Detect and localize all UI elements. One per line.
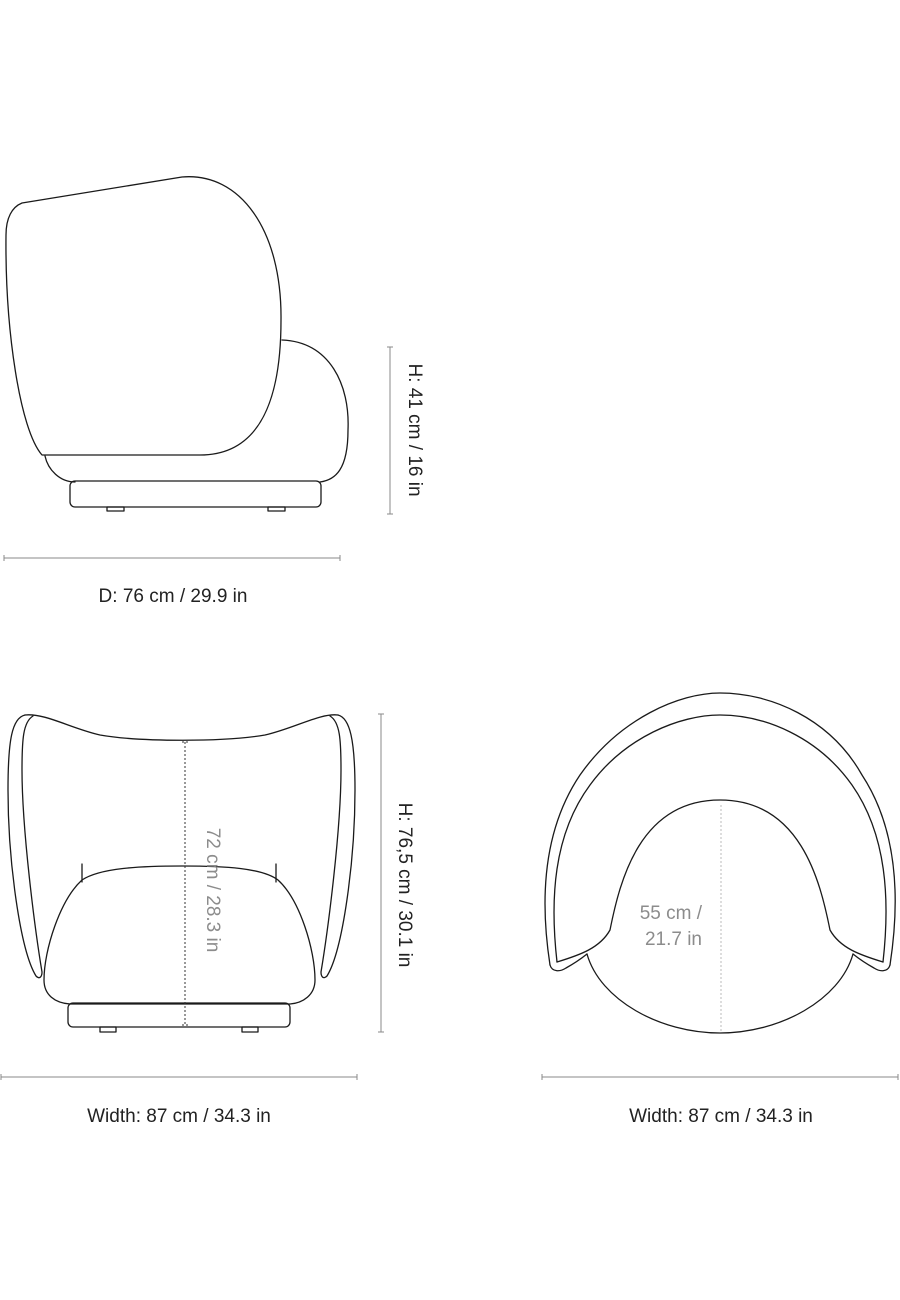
front-width-label: Width: 87 cm / 34.3 in [87, 1106, 271, 1127]
top-width-dimension-line [541, 1074, 899, 1080]
top-seat [556, 799, 884, 1034]
front-height-label: H: 76,5 cm / 30.1 in [394, 803, 415, 968]
front-foot [241, 1026, 259, 1033]
side-base [69, 480, 322, 508]
front-inner-height-label: 72 cm / 28.3 in [202, 828, 223, 953]
top-seat-depth-label-line1: 55 cm / [640, 903, 703, 924]
top-view: 55 cm / 21.7 in Width: 87 cm / 34.3 in [541, 692, 899, 1127]
front-right-wing [320, 714, 356, 979]
front-base [67, 1002, 291, 1028]
front-view: 72 cm / 28.3 in H: 76,5 cm / 30.1 in Wid… [0, 713, 415, 1127]
side-foot [267, 506, 286, 512]
front-left-wing [7, 714, 43, 979]
side-seat [44, 339, 349, 483]
front-back-outline [24, 714, 339, 741]
front-arm-edges [81, 863, 277, 883]
side-foot [106, 506, 125, 512]
inner-height-dotted-line [182, 741, 188, 1026]
front-seat [43, 865, 316, 1005]
height-dimension-line [387, 346, 393, 515]
front-width-dimension-line [0, 1074, 358, 1080]
side-view: H: 41 cm / 16 in D: 76 cm / 29.9 in [3, 176, 425, 607]
top-width-label: Width: 87 cm / 34.3 in [629, 1106, 813, 1127]
top-backrest-outer [544, 692, 896, 966]
side-depth-label: D: 76 cm / 29.9 in [99, 586, 248, 607]
side-height-label: H: 41 cm / 16 in [404, 363, 425, 496]
top-backrest-ends [549, 953, 891, 972]
front-height-dimension-line [378, 713, 384, 1033]
depth-dimension-line [3, 555, 341, 561]
front-foot [99, 1026, 117, 1033]
top-seat-depth-label-line2: 21.7 in [645, 929, 702, 950]
side-backrest [5, 176, 282, 456]
top-backrest-inner [553, 714, 887, 963]
